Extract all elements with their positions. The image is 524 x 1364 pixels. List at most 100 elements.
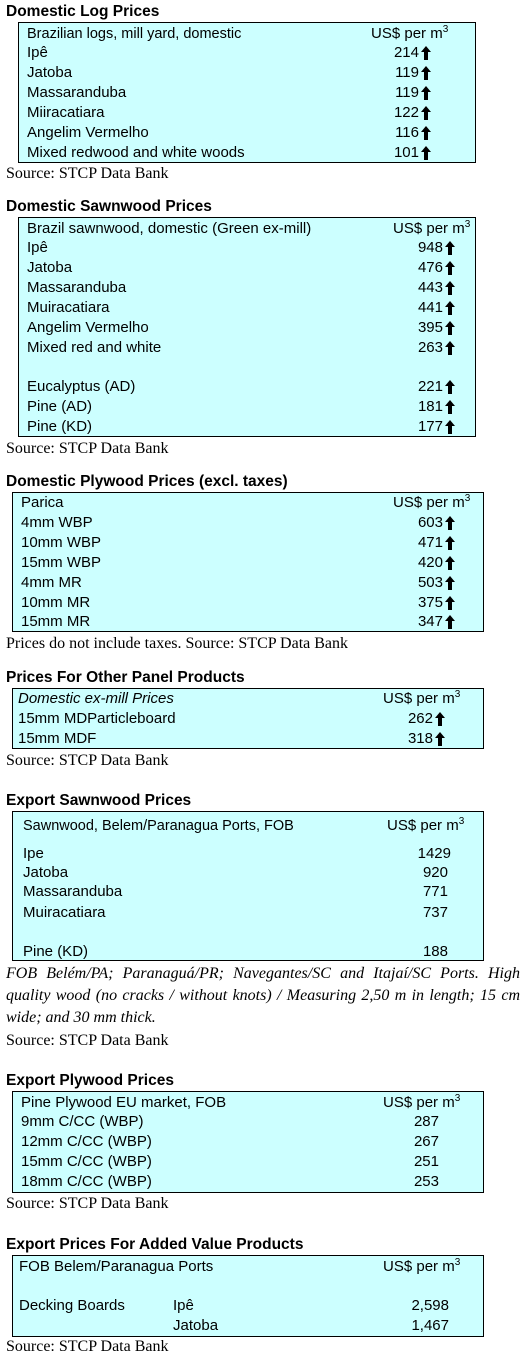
table-row: Muiracatiara 737 (23, 904, 448, 921)
header-label: Parica (21, 494, 64, 511)
table-row: 15mm C/CC (WBP) 251 (21, 1153, 439, 1170)
header-label: Brazilian logs, mill yard, domestic (27, 26, 242, 42)
section-title: Export Sawnwood Prices (6, 792, 192, 809)
up-arrow-icon (445, 615, 455, 629)
up-arrow-icon (435, 712, 445, 726)
table-header: Parica US$ per m3 (13, 493, 483, 513)
header-unit: US$ per m3 (383, 689, 461, 708)
table-row: Pine (KD) 177 (19, 417, 475, 437)
table-row: 15mm MDF 318 (13, 729, 483, 749)
up-arrow-icon (445, 380, 455, 394)
table-row: 10mm MR 375 (13, 593, 483, 613)
table-row: Jatoba 1,467 (173, 1317, 449, 1334)
up-arrow-icon (445, 556, 455, 570)
section-title: Prices For Other Panel Products (6, 669, 245, 686)
up-arrow-icon (445, 321, 455, 335)
table-row: Massaranduba 771 (23, 883, 448, 900)
table-row: Mixed redwood and white woods 101 (19, 143, 475, 163)
table-header: Brazilian logs, mill yard, domestic US$ … (19, 24, 475, 44)
header-unit: US$ per m3 (371, 24, 449, 43)
table-row: 12mm C/CC (WBP) 267 (21, 1133, 439, 1150)
table-row: 15mm MR 347 (13, 612, 483, 632)
table-row: 18mm C/CC (WBP) 253 (21, 1173, 439, 1190)
table-row: Angelim Vermelho 116 (19, 123, 475, 143)
table-row: 10mm WBP 471 (13, 533, 483, 553)
price-table: Parica US$ per m3 4mm WBP 603 10mm WBP 471… (12, 492, 484, 632)
table-row: Pine (KD) 188 (23, 943, 448, 960)
section-title: Domestic Log Prices (6, 3, 160, 20)
table-row: Decking Boards Ipê 2,598 (19, 1297, 449, 1314)
table-row: Miiracatiara 122 (19, 103, 475, 123)
table-row: Muiracatiara 441 (19, 298, 475, 318)
up-arrow-icon (421, 66, 431, 80)
price-table: Brazil sawnwood, domestic (Green ex-mill… (18, 217, 476, 437)
up-arrow-icon (445, 261, 455, 275)
table-row: Massaranduba 119 (19, 83, 475, 103)
header-label: Brazil sawnwood, domestic (Green ex-mill… (27, 220, 312, 237)
price-table: Sawnwood, Belem/Paranagua Ports, FOB US$… (12, 811, 484, 961)
price-table: Pine Plywood EU market, FOB US$ per m3 9… (12, 1091, 484, 1193)
up-arrow-icon (421, 106, 431, 120)
table-row: 4mm WBP 603 (13, 513, 483, 533)
header-unit: US$ per m3 (393, 219, 471, 238)
up-arrow-icon (421, 146, 431, 160)
table-header: FOB Belem/Paranagua Ports US$ per m3 (13, 1257, 483, 1277)
table-row: Mixed red and white 263 (19, 338, 475, 358)
header-label: Pine Plywood EU market, FOB (21, 1094, 227, 1111)
up-arrow-icon (445, 516, 455, 530)
section-title: Domestic Plywood Prices (excl. taxes) (6, 473, 288, 490)
source-note: Source: STCP Data Bank (6, 1032, 169, 1049)
header-label: FOB Belem/Paranagua Ports (19, 1258, 214, 1275)
table-row: Ipe 1429 (23, 845, 451, 862)
up-arrow-icon (421, 86, 431, 100)
section-title: Export Prices For Added Value Products (6, 1236, 304, 1253)
source-note: Source: STCP Data Bank (6, 752, 169, 769)
up-arrow-icon (445, 241, 455, 255)
up-arrow-icon (445, 420, 455, 434)
table-row: Pine (AD) 181 (19, 397, 475, 417)
source-note: Source: STCP Data Bank (6, 1338, 169, 1355)
table-row: Ipê 214 (19, 43, 475, 63)
source-note: Source: STCP Data Bank (6, 1195, 169, 1212)
header-unit: US$ per m3 (387, 816, 465, 835)
header-unit: US$ per m3 (383, 1257, 461, 1276)
header-unit: US$ per m3 (393, 493, 471, 512)
table-row: 9mm C/CC (WBP) 287 (21, 1113, 439, 1130)
table-header: Sawnwood, Belem/Paranagua Ports, FOB US$… (13, 816, 483, 836)
up-arrow-icon (445, 536, 455, 550)
footnote: FOB Belém/PA; Paranaguá/PR; Navegantes/S… (6, 965, 520, 1026)
table-row: Eucalyptus (AD) 221 (19, 377, 475, 397)
table-row: Angelim Vermelho 395 (19, 318, 475, 338)
table-row: Jatoba 920 (23, 864, 448, 881)
price-table: Domestic ex-mill Prices US$ per m3 15mm … (12, 688, 484, 749)
up-arrow-icon (445, 400, 455, 414)
up-arrow-icon (445, 281, 455, 295)
header-label: Domestic ex-mill Prices (18, 690, 174, 707)
table-row: 15mm WBP 420 (13, 553, 483, 573)
section-title: Export Plywood Prices (6, 1072, 174, 1089)
table-header: Domestic ex-mill Prices US$ per m3 (13, 689, 483, 709)
table-row: Ipê 948 (19, 238, 475, 258)
up-arrow-icon (445, 596, 455, 610)
source-note: Prices do not include taxes. Source: STC… (6, 635, 349, 652)
up-arrow-icon (421, 126, 431, 140)
table-row: 15mm MDParticleboard 262 (13, 709, 483, 729)
table-row: Jatoba 476 (19, 258, 475, 278)
price-table: FOB Belem/Paranagua Ports US$ per m3 Dec… (12, 1255, 484, 1337)
up-arrow-icon (445, 341, 455, 355)
header-unit: US$ per m3 (383, 1093, 461, 1112)
up-arrow-icon (445, 301, 455, 315)
section-title: Domestic Sawnwood Prices (6, 198, 212, 215)
price-table: Brazilian logs, mill yard, domestic US$ … (18, 22, 476, 163)
table-row: Jatoba 119 (19, 63, 475, 83)
table-row: Massaranduba 443 (19, 278, 475, 298)
up-arrow-icon (445, 576, 455, 590)
group-label: Decking Boards (19, 1297, 125, 1314)
source-note: Source: STCP Data Bank (6, 165, 169, 182)
up-arrow-icon (421, 46, 431, 60)
table-header: Brazil sawnwood, domestic (Green ex-mill… (19, 219, 475, 239)
table-row: 4mm MR 503 (13, 573, 483, 593)
source-note: Source: STCP Data Bank (6, 440, 169, 457)
up-arrow-icon (435, 732, 445, 746)
table-header: Pine Plywood EU market, FOB US$ per m3 (13, 1093, 483, 1113)
